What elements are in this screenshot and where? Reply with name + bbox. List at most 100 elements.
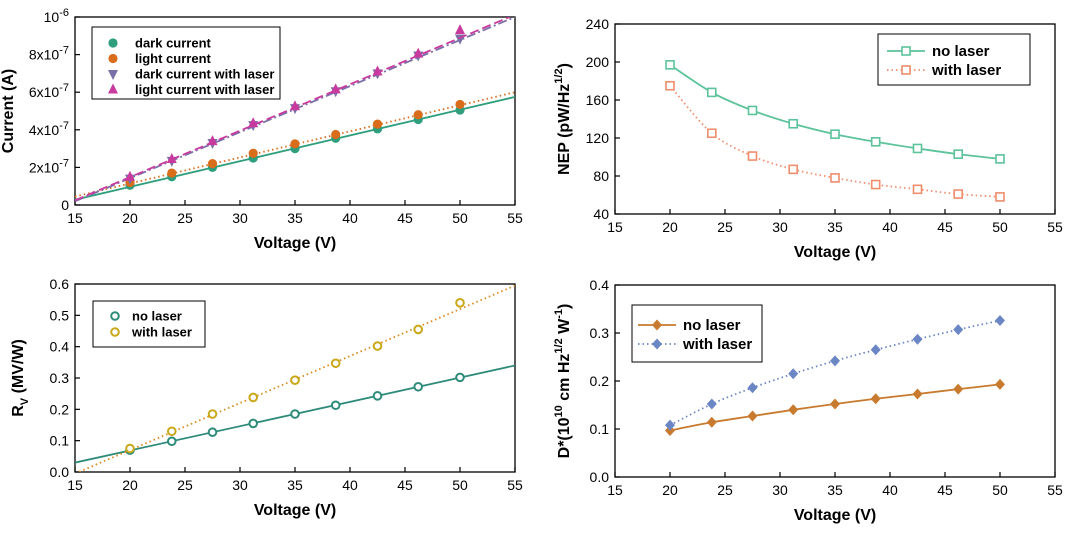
x-tick-label: 30 xyxy=(232,210,248,226)
series-with-laser xyxy=(76,284,515,472)
x-axis-label: Voltage (V) xyxy=(254,502,336,519)
y-tick-label: 0.3 xyxy=(50,370,70,386)
data-point xyxy=(413,381,424,392)
data-point xyxy=(747,382,758,394)
data-point xyxy=(953,383,964,395)
legend-label: dark current with laser xyxy=(135,67,274,82)
legend-marker xyxy=(652,338,662,350)
y-tick-label: 0.6 xyxy=(50,276,70,292)
legend: no laser with laser xyxy=(877,33,1031,86)
y-tick-label: 0.5 xyxy=(50,307,70,323)
x-tick-label: 45 xyxy=(397,210,413,226)
data-point xyxy=(788,118,799,129)
series-with-laser xyxy=(665,80,1005,202)
y-tick-label: 240 xyxy=(586,16,610,32)
data-point xyxy=(665,80,675,91)
legend-marker xyxy=(108,70,118,80)
y-tick-label: 2x10-7 xyxy=(29,157,69,175)
legend-marker xyxy=(652,319,662,331)
x-tick-label: 50 xyxy=(452,477,468,493)
y-tick-label: 0.1 xyxy=(590,421,610,437)
y-tick-label: 0 xyxy=(61,197,69,213)
x-tick-label: 40 xyxy=(882,219,898,235)
y-tick-label: 80 xyxy=(593,168,609,184)
y-tick-label: 0.1 xyxy=(50,433,70,449)
data-point xyxy=(167,168,177,178)
x-tick-label: 50 xyxy=(452,210,468,226)
data-point xyxy=(830,398,840,410)
data-point xyxy=(747,410,758,422)
data-point xyxy=(248,392,258,403)
y-tick-label: 0.2 xyxy=(590,373,610,389)
data-point xyxy=(455,24,465,35)
x-tick-label: 45 xyxy=(937,219,953,235)
y-tick-label: 200 xyxy=(586,54,610,70)
x-axis-label: Voltage (V) xyxy=(794,507,876,524)
legend-label: with laser xyxy=(682,336,752,353)
data-point xyxy=(167,436,177,447)
data-point xyxy=(747,151,758,161)
y-axis-label: D*(1010 cm Hz1/2 W-1) xyxy=(553,304,573,459)
data-point xyxy=(331,129,341,140)
data-point xyxy=(953,324,964,336)
legend-label: light current with laser xyxy=(135,82,274,97)
chart-current-vs-voltage: 15 20 25 30 35 40 45 50 55 0 2x10-7 4x10-7 6x10-7 8x1… xyxy=(0,7,523,252)
data-point xyxy=(372,65,383,76)
data-point xyxy=(788,404,799,416)
y-axis-label: Current (A) xyxy=(0,69,17,153)
data-point xyxy=(995,192,1005,202)
y-tick-label: 0.0 xyxy=(50,464,70,480)
data-point xyxy=(830,173,840,183)
data-point xyxy=(788,164,799,175)
y-tick-label: 6x10-7 xyxy=(29,82,69,100)
legend-box xyxy=(631,304,763,363)
x-tick-label: 20 xyxy=(662,482,678,498)
data-point xyxy=(455,298,465,308)
x-tick-label: 50 xyxy=(992,482,1008,498)
y-tick-label: 40 xyxy=(593,206,609,222)
x-tick-label: 30 xyxy=(772,219,788,235)
data-point xyxy=(995,154,1005,164)
data-point xyxy=(207,409,218,419)
x-tick-label: 45 xyxy=(937,482,953,498)
data-point xyxy=(125,443,135,454)
data-point xyxy=(953,149,964,159)
data-point xyxy=(455,99,465,110)
data-point xyxy=(912,388,923,400)
data-point xyxy=(290,100,300,111)
x-tick-label: 40 xyxy=(342,477,358,493)
x-tick-label: 25 xyxy=(177,210,193,226)
data-point xyxy=(207,159,218,169)
legend-marker xyxy=(901,65,911,75)
x-axis-label: Voltage (V) xyxy=(794,244,876,261)
legend-box xyxy=(91,26,281,100)
data-point xyxy=(290,409,300,419)
series-no-laser xyxy=(665,60,1005,164)
x-tick-label: 25 xyxy=(717,482,733,498)
legend-marker xyxy=(108,38,118,48)
data-point xyxy=(330,400,341,411)
y-tick-label: 8x10-7 xyxy=(29,45,69,63)
x-tick-label: 45 xyxy=(397,477,413,493)
data-point xyxy=(995,378,1005,390)
legend-label: no laser xyxy=(132,309,182,324)
x-tick-label: 25 xyxy=(177,477,193,493)
legend-label: dark current xyxy=(135,36,212,51)
y-axis-label: NEP (pW/Hz1/2) xyxy=(553,63,573,175)
chart-nep-vs-voltage: 15 20 25 30 35 40 45 50 55 40 80 120 160 200 240 Voltag… xyxy=(553,16,1063,261)
data-point xyxy=(248,418,258,429)
data-point xyxy=(706,128,717,139)
legend-marker xyxy=(901,46,911,56)
data-point xyxy=(912,184,923,195)
data-point xyxy=(747,105,758,116)
x-tick-label: 30 xyxy=(232,477,248,493)
series-with-laser xyxy=(665,315,1005,431)
data-point xyxy=(248,117,259,128)
x-tick-label: 55 xyxy=(507,210,523,226)
data-point xyxy=(372,119,383,129)
x-tick-label: 50 xyxy=(992,219,1008,235)
data-point xyxy=(870,179,881,190)
data-point xyxy=(912,143,923,154)
data-point xyxy=(706,398,717,410)
